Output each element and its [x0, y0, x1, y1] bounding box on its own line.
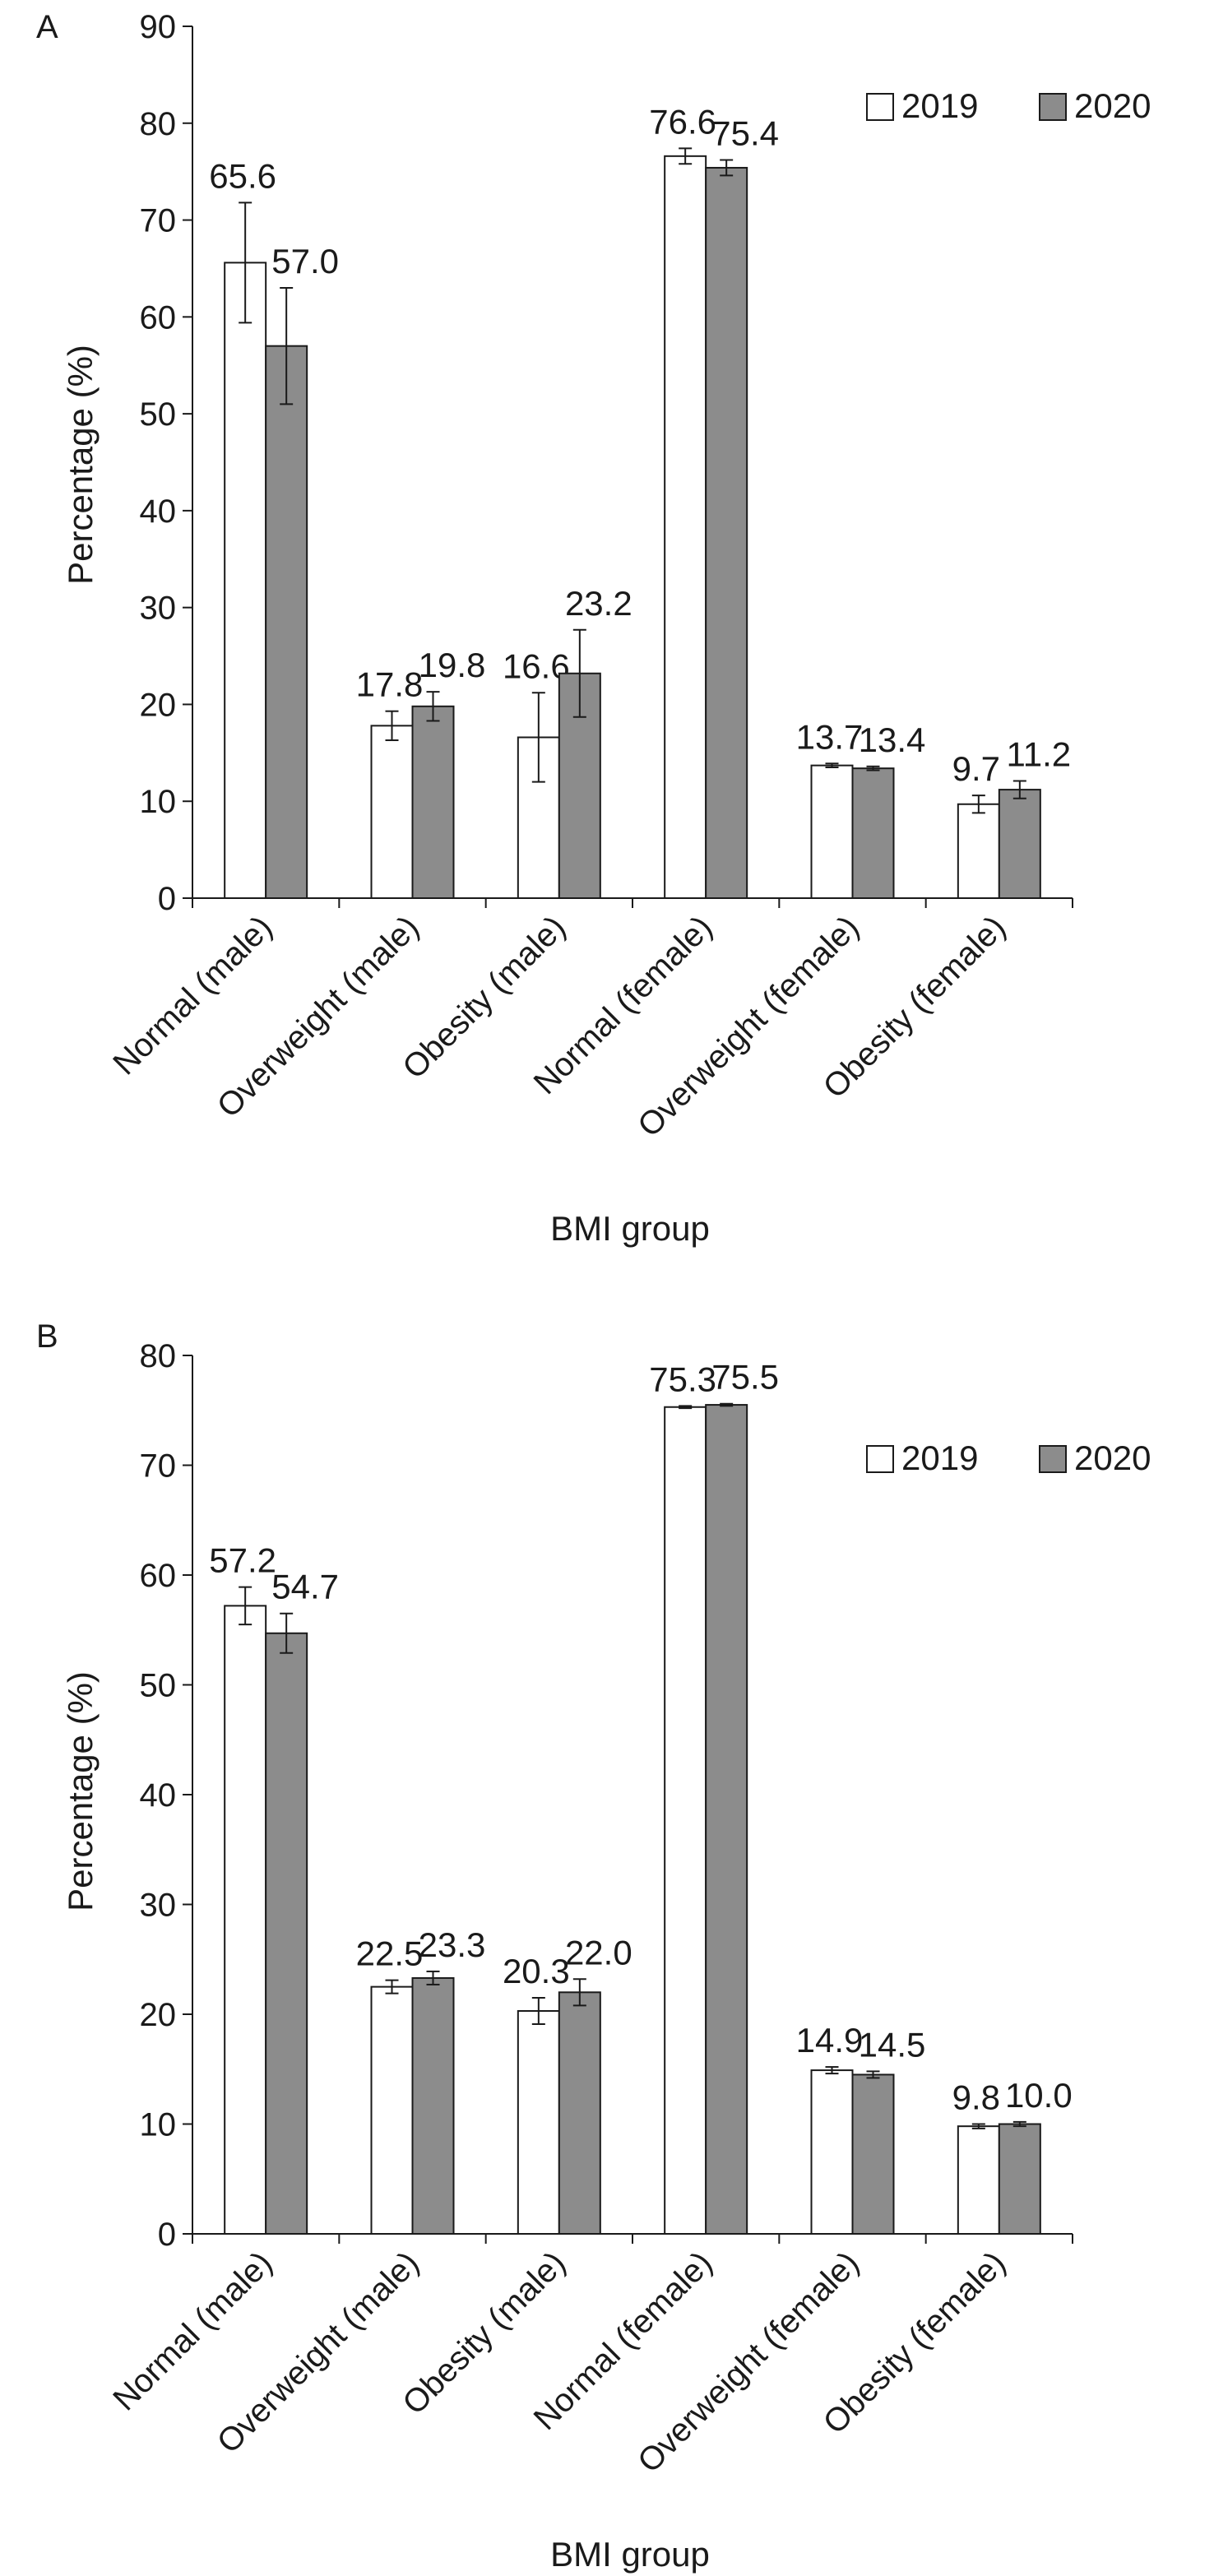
chart-b-svg: B Percentage (%) BMI group 2019 2020 0 10…	[36, 1318, 1151, 2574]
chart-panel-b: B Percentage (%) BMI group 2019 2020 0 10…	[0, 1288, 1214, 2576]
y-tick-label-b: 30	[140, 1888, 177, 1924]
bar-2019-b	[224, 1605, 267, 2235]
data-label-2019-b: 22.5	[356, 1934, 424, 1973]
chart-panel-a: A Percentage (%) BMI group 2019 2020 0 10…	[36, 9, 1151, 1248]
data-label-2020-b: 14.5	[859, 2025, 926, 2064]
data-label-2019-b: 9.8	[952, 2078, 1000, 2117]
data-label-2019-b: 20.3	[503, 1952, 570, 1990]
data-label-2019-b: 14.9	[796, 2021, 864, 2059]
bar-2019-b	[957, 2125, 1000, 2235]
data-label-2019-b: 57.2	[209, 1541, 276, 1580]
data-label-2020-b: 10.0	[1005, 2076, 1073, 2115]
y-tick-label-a: 50	[140, 396, 177, 433]
y-tick-label-a: 20	[140, 687, 177, 723]
legend-label-2020-a: 2020	[1074, 86, 1151, 125]
bar-2020-b	[705, 1404, 748, 2235]
bar-2020-b	[998, 2123, 1041, 2235]
panel-letter-a: A	[36, 9, 58, 45]
data-label-2020-b: 54.7	[271, 1568, 339, 1606]
y-tick-label-a: 30	[140, 591, 177, 627]
y-tick-label-b: 70	[140, 1448, 177, 1485]
y-tick-label-a: 90	[140, 9, 177, 45]
legend-swatch-2020-b	[1039, 1445, 1067, 1473]
y-tick-label-b: 50	[140, 1668, 177, 1704]
legend-label-2019-a: 2019	[901, 86, 978, 125]
y-axis-title-b: Percentage (%)	[61, 1671, 100, 1911]
y-tick-label-b: 10	[140, 2107, 177, 2143]
chart-a-svg: A Percentage (%) BMI group 2019 2020 0 10…	[36, 9, 1151, 1248]
bar-2019-b	[810, 2069, 854, 2235]
data-label-2020-b: 75.5	[711, 1358, 779, 1397]
x-axis-title-a: BMI group	[550, 1209, 710, 1248]
bar-2019-a	[957, 803, 1000, 899]
data-label-2020-b: 23.3	[419, 1925, 486, 1964]
data-label-2019-a: 65.6	[209, 156, 276, 195]
data-label-2020-a: 13.4	[859, 720, 926, 759]
y-tick-label-b: 60	[140, 1558, 177, 1594]
bar-2020-b	[851, 2073, 895, 2235]
y-tick-label-b: 20	[140, 1997, 177, 2033]
bar-2019-a	[810, 764, 854, 900]
y-tick-label-a: 40	[140, 493, 177, 530]
bar-2019-a	[664, 155, 707, 900]
y-tick-label-b: 0	[158, 2217, 176, 2253]
legend-swatch-2019-a	[866, 93, 894, 121]
bar-2020-b	[411, 1976, 455, 2235]
legend-a: 2019 2020	[866, 86, 1151, 125]
y-tick-label-b: 40	[140, 1777, 177, 1814]
bar-2020-a	[705, 166, 748, 899]
bar-2019-b	[664, 1406, 707, 2235]
legend-b: 2019 2020	[866, 1439, 1151, 1477]
bar-2020-a	[998, 789, 1041, 899]
data-label-2019-a: 17.8	[356, 665, 424, 704]
bar-2019-b	[370, 1985, 414, 2235]
y-tick-label-a: 70	[140, 203, 177, 239]
data-label-2019-a: 76.6	[649, 102, 716, 141]
bar-2019-a	[224, 262, 267, 899]
y-tick-label-a: 60	[140, 299, 177, 336]
y-tick-label-b: 80	[140, 1338, 177, 1374]
bar-2020-b	[265, 1632, 308, 2235]
legend-swatch-2020-a	[1039, 93, 1067, 121]
y-tick-label-a: 80	[140, 106, 177, 142]
data-label-2020-a: 11.2	[1007, 734, 1072, 773]
bar-2020-b	[558, 1991, 601, 2235]
data-label-2019-a: 9.7	[952, 749, 1000, 788]
x-axis-title-b: BMI group	[550, 2535, 710, 2574]
bar-2020-a	[265, 345, 308, 899]
bar-2020-a	[851, 767, 895, 900]
legend-label-2020-b: 2020	[1074, 1439, 1151, 1477]
legend-swatch-2019-b	[866, 1445, 894, 1473]
data-label-2020-a: 19.8	[419, 646, 486, 684]
legend-label-2019-b: 2019	[901, 1439, 978, 1477]
y-axis-title-a: Percentage (%)	[61, 345, 100, 585]
data-label-2020-a: 75.4	[711, 114, 779, 153]
data-label-2019-b: 75.3	[649, 1360, 716, 1398]
y-tick-label-a: 0	[158, 881, 176, 917]
y-tick-label-a: 10	[140, 784, 177, 820]
bar-2019-b	[517, 2009, 560, 2235]
bar-2019-a	[370, 725, 414, 899]
data-label-2020-b: 22.0	[565, 1933, 632, 1971]
data-label-2020-a: 57.0	[271, 242, 339, 280]
data-label-2020-a: 23.2	[565, 584, 632, 623]
bar-2020-a	[411, 705, 455, 899]
data-label-2019-a: 13.7	[796, 717, 864, 756]
panel-letter-b: B	[36, 1318, 58, 1355]
